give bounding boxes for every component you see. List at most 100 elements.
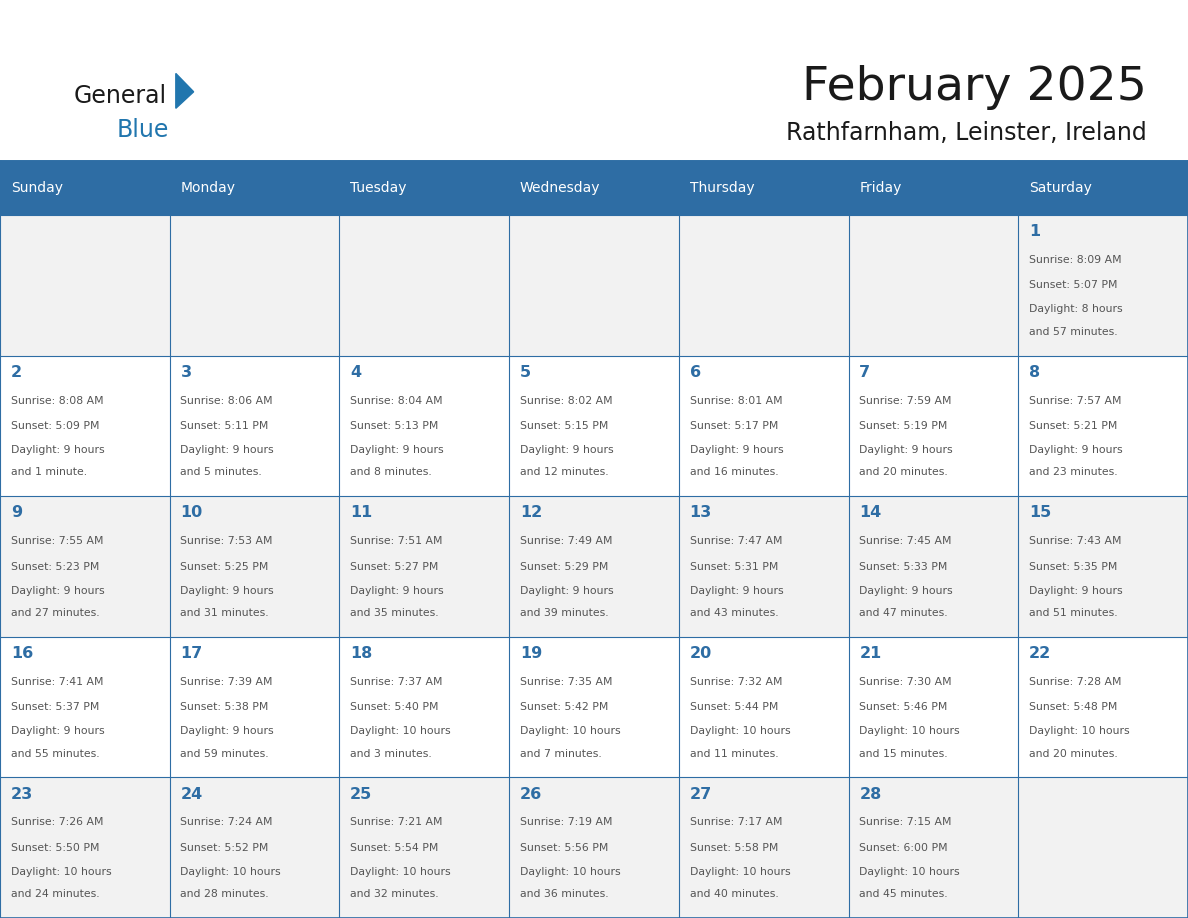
Bar (848, 778, 1018, 918)
Text: Sunrise: 7:19 AM: Sunrise: 7:19 AM (520, 817, 612, 827)
Text: Daylight: 10 hours: Daylight: 10 hours (181, 867, 282, 877)
Text: Sunrise: 7:45 AM: Sunrise: 7:45 AM (859, 536, 952, 546)
Text: 22: 22 (1029, 646, 1051, 661)
Bar (1018, 637, 1188, 778)
Text: 10: 10 (181, 506, 203, 521)
Text: Sunset: 5:09 PM: Sunset: 5:09 PM (11, 421, 99, 431)
Text: 25: 25 (350, 787, 372, 801)
Text: Sunrise: 8:08 AM: Sunrise: 8:08 AM (11, 396, 103, 406)
Bar (678, 637, 848, 778)
Text: and 59 minutes.: and 59 minutes. (181, 748, 268, 758)
Text: and 5 minutes.: and 5 minutes. (181, 467, 263, 477)
Bar (848, 161, 1018, 215)
Bar (170, 497, 340, 637)
Text: 12: 12 (520, 506, 542, 521)
Text: 2: 2 (11, 364, 21, 380)
Text: and 32 minutes.: and 32 minutes. (350, 890, 438, 899)
Text: and 8 minutes.: and 8 minutes. (350, 467, 432, 477)
Bar (678, 161, 848, 215)
Bar (1018, 215, 1188, 356)
Text: Sunrise: 7:41 AM: Sunrise: 7:41 AM (11, 677, 103, 687)
Text: Sunrise: 8:02 AM: Sunrise: 8:02 AM (520, 396, 613, 406)
Bar (340, 356, 510, 497)
Text: Sunrise: 7:59 AM: Sunrise: 7:59 AM (859, 396, 952, 406)
Text: Sunset: 5:31 PM: Sunset: 5:31 PM (689, 562, 778, 572)
Text: 15: 15 (1029, 506, 1051, 521)
Text: Sunrise: 7:21 AM: Sunrise: 7:21 AM (350, 817, 443, 827)
Text: Sunset: 5:13 PM: Sunset: 5:13 PM (350, 421, 438, 431)
Text: Thursday: Thursday (689, 181, 754, 195)
Bar (0, 778, 170, 918)
Text: Sunset: 5:40 PM: Sunset: 5:40 PM (350, 702, 438, 712)
Text: Sunset: 5:29 PM: Sunset: 5:29 PM (520, 562, 608, 572)
Bar (1018, 161, 1188, 215)
Text: Saturday: Saturday (1029, 181, 1092, 195)
Bar (0, 356, 170, 497)
Text: and 43 minutes.: and 43 minutes. (689, 608, 778, 618)
Text: 26: 26 (520, 787, 542, 801)
Text: Daylight: 10 hours: Daylight: 10 hours (859, 867, 960, 877)
Text: Blue: Blue (116, 118, 169, 142)
Text: 6: 6 (689, 364, 701, 380)
Text: and 36 minutes.: and 36 minutes. (520, 890, 608, 899)
Text: Sunrise: 7:55 AM: Sunrise: 7:55 AM (11, 536, 103, 546)
Text: Sunrise: 7:47 AM: Sunrise: 7:47 AM (689, 536, 782, 546)
Text: and 7 minutes.: and 7 minutes. (520, 748, 601, 758)
Text: Daylight: 10 hours: Daylight: 10 hours (520, 867, 620, 877)
Text: Sunrise: 7:30 AM: Sunrise: 7:30 AM (859, 677, 952, 687)
Bar (0, 215, 170, 356)
Text: and 27 minutes.: and 27 minutes. (11, 608, 100, 618)
Text: Rathfarnham, Leinster, Ireland: Rathfarnham, Leinster, Ireland (785, 121, 1146, 145)
Bar (510, 161, 678, 215)
Bar (848, 215, 1018, 356)
Text: and 31 minutes.: and 31 minutes. (181, 608, 268, 618)
Bar (340, 637, 510, 778)
Bar (510, 497, 678, 637)
Text: Wednesday: Wednesday (520, 181, 600, 195)
Text: 24: 24 (181, 787, 203, 801)
Bar (678, 778, 848, 918)
Text: 17: 17 (181, 646, 203, 661)
Bar (510, 356, 678, 497)
Text: 7: 7 (859, 364, 871, 380)
Text: Sunset: 5:17 PM: Sunset: 5:17 PM (689, 421, 778, 431)
Text: Daylight: 9 hours: Daylight: 9 hours (181, 445, 274, 455)
Text: Sunset: 5:38 PM: Sunset: 5:38 PM (181, 702, 268, 712)
Text: Daylight: 10 hours: Daylight: 10 hours (350, 726, 450, 736)
Text: 27: 27 (689, 787, 712, 801)
Text: Sunset: 5:27 PM: Sunset: 5:27 PM (350, 562, 438, 572)
Text: Daylight: 10 hours: Daylight: 10 hours (11, 867, 112, 877)
Text: Sunrise: 7:57 AM: Sunrise: 7:57 AM (1029, 396, 1121, 406)
Text: and 20 minutes.: and 20 minutes. (1029, 748, 1118, 758)
Text: Tuesday: Tuesday (350, 181, 406, 195)
Bar (510, 215, 678, 356)
Text: Daylight: 9 hours: Daylight: 9 hours (181, 586, 274, 596)
Text: Sunset: 5:52 PM: Sunset: 5:52 PM (181, 843, 268, 853)
Text: Daylight: 10 hours: Daylight: 10 hours (1029, 726, 1130, 736)
Bar (678, 356, 848, 497)
Text: Daylight: 9 hours: Daylight: 9 hours (689, 445, 783, 455)
Text: Sunrise: 7:26 AM: Sunrise: 7:26 AM (11, 817, 103, 827)
Bar (1018, 356, 1188, 497)
Text: Daylight: 9 hours: Daylight: 9 hours (181, 726, 274, 736)
Text: 19: 19 (520, 646, 542, 661)
Text: Daylight: 9 hours: Daylight: 9 hours (520, 445, 613, 455)
Text: Daylight: 10 hours: Daylight: 10 hours (859, 726, 960, 736)
Text: 28: 28 (859, 787, 881, 801)
Bar (170, 637, 340, 778)
Text: Daylight: 9 hours: Daylight: 9 hours (11, 586, 105, 596)
Bar (848, 356, 1018, 497)
Text: and 11 minutes.: and 11 minutes. (689, 748, 778, 758)
Text: Sunset: 5:15 PM: Sunset: 5:15 PM (520, 421, 608, 431)
Bar (510, 637, 678, 778)
Text: Monday: Monday (181, 181, 235, 195)
Text: and 20 minutes.: and 20 minutes. (859, 467, 948, 477)
Bar (0, 637, 170, 778)
Text: Sunset: 5:37 PM: Sunset: 5:37 PM (11, 702, 99, 712)
Text: and 55 minutes.: and 55 minutes. (11, 748, 100, 758)
Text: Sunrise: 7:51 AM: Sunrise: 7:51 AM (350, 536, 443, 546)
Bar (340, 161, 510, 215)
Text: Sunset: 5:25 PM: Sunset: 5:25 PM (181, 562, 268, 572)
Text: Sunrise: 7:28 AM: Sunrise: 7:28 AM (1029, 677, 1121, 687)
Text: and 15 minutes.: and 15 minutes. (859, 748, 948, 758)
